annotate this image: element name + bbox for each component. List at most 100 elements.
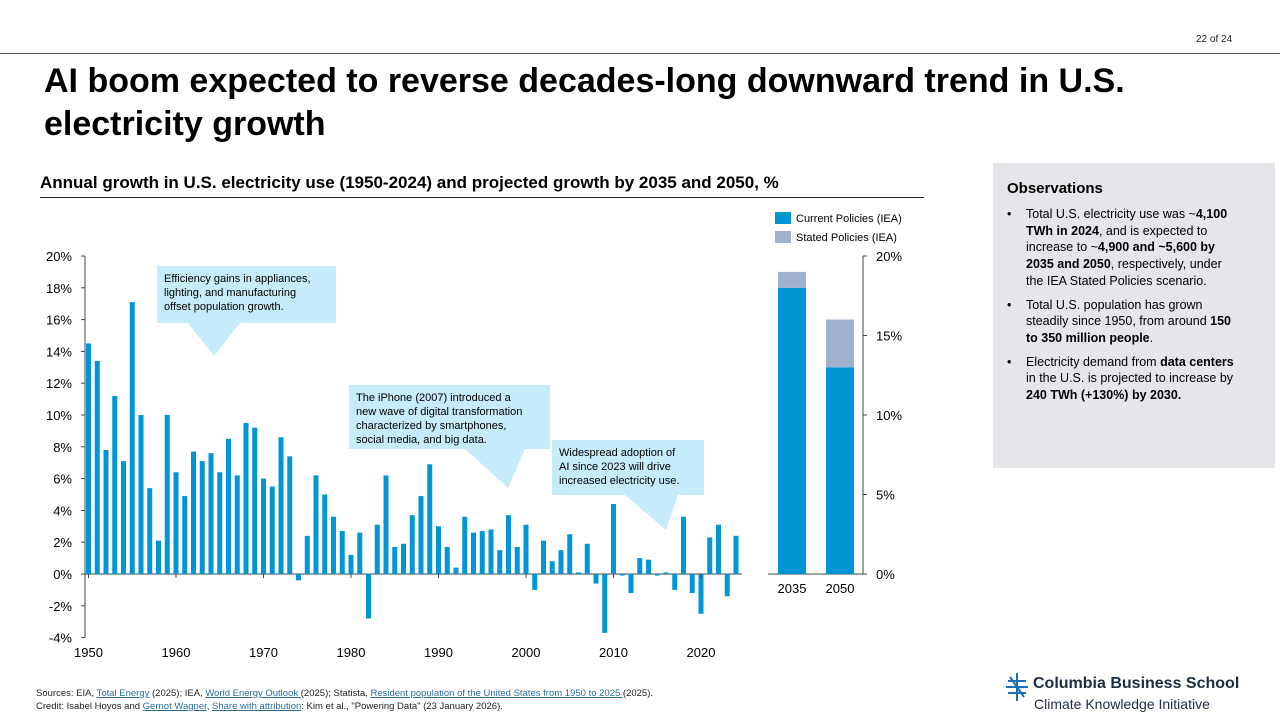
x-tick-label: 1950 — [74, 645, 103, 660]
legend-swatch — [775, 212, 791, 224]
y-tick-label: -2% — [49, 599, 73, 614]
bar-1970 — [261, 478, 266, 574]
bar-1953 — [112, 395, 118, 574]
observation-text: , and is expected to increase to ~ — [1026, 223, 1208, 255]
annotation-ai-pointer — [625, 495, 678, 530]
bar-2014 — [646, 559, 651, 574]
bar-2022 — [716, 524, 721, 574]
annotation-efficiency-pointer — [188, 323, 240, 356]
bar-2004 — [558, 550, 564, 574]
bar-2011 — [619, 574, 625, 576]
bar-1955 — [129, 302, 135, 574]
bar-1963 — [199, 461, 205, 574]
bar-1999 — [514, 546, 520, 574]
annotation-efficiency-text: offset population growth. — [164, 301, 284, 313]
historical-growth-chart: 20% 18% 16% 14% 12% 10% 8% 6% 4% 2% 0% -2% -4%1950 19… — [46, 249, 742, 660]
bar-2018 — [681, 516, 686, 574]
bar-1958 — [156, 540, 161, 574]
bar-1954 — [121, 461, 126, 574]
observation-emphasis: 150 to 350 million people — [1026, 314, 1231, 345]
legend-label: Stated Policies (IEA) — [796, 232, 897, 244]
legend-swatch — [775, 231, 791, 243]
projection-bar-2035-stated — [778, 271, 806, 288]
bar-1978 — [331, 516, 336, 574]
annotation-iphone-text: social media, and big data. — [356, 434, 487, 446]
bar-1990 — [436, 526, 441, 574]
projection-y-tick-label: 15% — [876, 329, 902, 344]
sources-credit: Sources: EIA, Total Energy (2025); IEA, … — [36, 687, 836, 713]
y-tick-label: 18% — [46, 281, 72, 296]
observations-title: Observations — [1007, 180, 1103, 197]
chart-title: Annual growth in U.S. electricity use (1… — [40, 173, 779, 192]
observation-item: Total U.S. electricity use was ~4,100 TW… — [1007, 206, 1239, 290]
source-link[interactable]: World Energy Outlook — [205, 688, 301, 699]
bar-1965 — [217, 472, 223, 574]
y-tick-label: 0% — [53, 567, 72, 582]
observation-text: Electricity demand from — [1026, 354, 1161, 369]
observation-item: Total U.S. population has grown steadily… — [1007, 297, 1239, 347]
projection-category-label: 2035 — [778, 581, 807, 596]
bar-1985 — [392, 546, 398, 574]
bar-1988 — [418, 496, 424, 574]
bar-1998 — [506, 515, 511, 574]
observation-text: Total U.S. electricity use was ~ — [1026, 207, 1196, 221]
x-tick-label: 2000 — [512, 645, 541, 660]
bar-1987 — [409, 515, 415, 574]
annotation-ai-text: AI since 2023 will drive — [559, 461, 671, 473]
annotation-iphone-text: The iPhone (2007) introduced a — [356, 392, 512, 404]
bar-1981 — [357, 532, 363, 574]
bar-1971 — [269, 486, 275, 574]
annotation-iphone: The iPhone (2007) introduced a new wave o… — [349, 385, 550, 488]
logo-school-name: Columbia Business School — [1033, 675, 1240, 692]
sources-line: Sources: EIA, Total Energy (2025); IEA, … — [36, 687, 836, 700]
bar-1956 — [138, 415, 144, 574]
source-text: : Kim et al., "Powering Data" (23 Januar… — [301, 701, 503, 712]
source-link[interactable]: Total Energy — [96, 688, 150, 699]
y-tick-label: -4% — [49, 631, 73, 646]
bar-1964 — [208, 453, 214, 574]
page-number: 22 of 24 — [1196, 34, 1233, 45]
projection-category-label: 2050 — [826, 581, 855, 596]
annotation-iphone-text: new wave of digital transformation — [356, 406, 522, 418]
projection-bar-2035-current — [778, 287, 806, 574]
bar-2009 — [602, 574, 608, 633]
observation-text: in the U.S. is projected to increase by — [1026, 371, 1234, 386]
bar-1957 — [147, 488, 153, 574]
ckI-logo-icon — [1006, 673, 1028, 701]
bar-1986 — [401, 543, 406, 574]
bar-1962 — [191, 451, 196, 574]
bar-1977 — [322, 494, 328, 574]
annotation-iphone-pointer — [465, 449, 525, 488]
x-tick-label: 1970 — [249, 645, 278, 660]
source-text: (2025); Statista, — [300, 688, 371, 699]
y-tick-label: 12% — [46, 376, 72, 391]
logo-initiative-name: Climate Knowledge Initiative — [1034, 696, 1210, 712]
annotation-efficiency: Efficiency gains in appliances, lighting,… — [157, 266, 336, 356]
observation-emphasis: data centers — [1160, 354, 1234, 369]
chart-title-underline — [40, 197, 924, 198]
bar-1993 — [462, 516, 468, 574]
annotation-ai-text: increased electricity use. — [559, 475, 679, 487]
bar-2016 — [663, 572, 669, 574]
bar-1980 — [348, 554, 354, 574]
bar-2024 — [733, 535, 739, 574]
source-link[interactable]: Resident population of the United States… — [370, 688, 623, 699]
x-tick-label: 1980 — [337, 645, 366, 660]
bar-1950 — [86, 343, 91, 574]
source-link[interactable]: Share with attribution — [212, 701, 302, 712]
source-link[interactable]: Gernot Wagner — [142, 701, 207, 712]
bar-1952 — [103, 449, 109, 574]
columbia-logo: Columbia Business School Climate Knowled… — [1004, 670, 1264, 716]
bar-2006 — [576, 572, 581, 574]
observation-text: , respectively, under the IEA Stated Pol… — [1026, 257, 1222, 288]
annotation-efficiency-box — [157, 266, 336, 323]
top-divider — [0, 53, 1280, 54]
bar-1992 — [453, 567, 459, 574]
x-tick-label: 1990 — [424, 645, 453, 660]
x-tick-label: 1960 — [162, 645, 191, 660]
annotation-efficiency-text: Efficiency gains in appliances, — [164, 273, 311, 285]
bar-1975 — [304, 535, 310, 574]
page-title: AI boom expected to reverse decades-long… — [44, 62, 1125, 143]
bar-1991 — [444, 546, 450, 574]
bar-2013 — [637, 558, 643, 574]
